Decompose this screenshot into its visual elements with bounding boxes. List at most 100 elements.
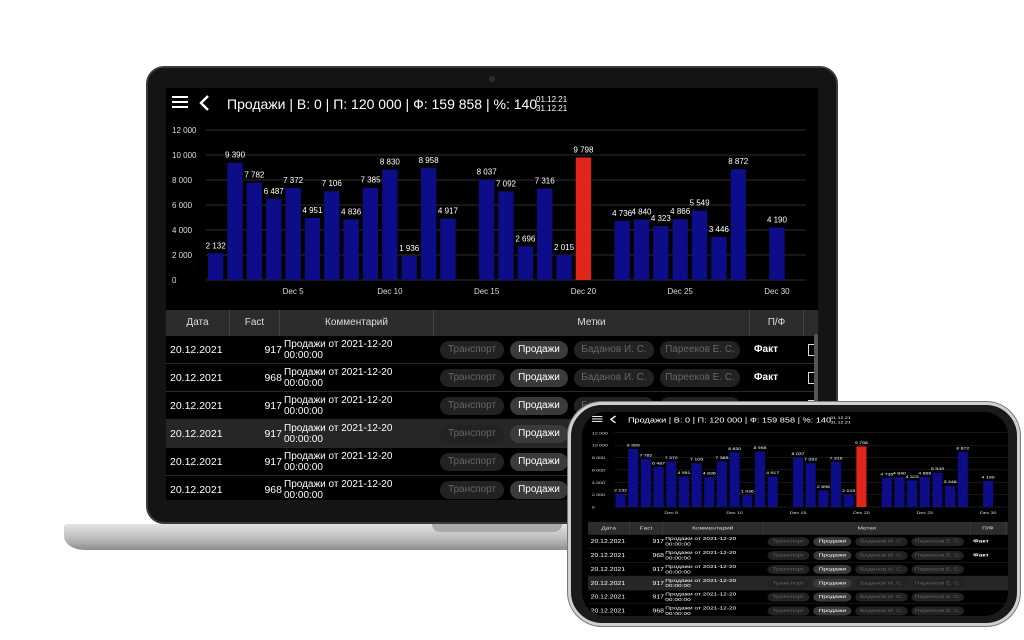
column-header-comment[interactable]: Комментарий bbox=[663, 521, 764, 535]
tag-chip[interactable]: Баданов И. С. bbox=[855, 578, 908, 588]
chart-bar[interactable] bbox=[691, 210, 708, 280]
chart-bar[interactable] bbox=[729, 452, 740, 508]
tag-chip[interactable]: Транспорт bbox=[767, 578, 810, 588]
chart-bar[interactable] bbox=[382, 169, 398, 280]
column-header-tags[interactable]: Метки bbox=[764, 521, 971, 535]
chart-bar[interactable] bbox=[678, 476, 689, 508]
tag-chip[interactable]: Транспорт bbox=[440, 425, 504, 443]
table-row[interactable]: 20.12.2021 917 Продажи от 2021-12-20 00:00… bbox=[588, 576, 1008, 591]
tag-chip[interactable]: Транспорт bbox=[767, 551, 810, 561]
tag-chip[interactable]: Парееков Е. С. bbox=[660, 341, 740, 359]
tag-chip[interactable]: Продажи bbox=[813, 537, 852, 547]
table-row[interactable]: 20.12.2021 917 Продажи от 2021-12-20 00:00… bbox=[588, 562, 1008, 577]
column-header-fact[interactable]: Fact bbox=[230, 310, 280, 336]
column-header-fact[interactable]: Fact bbox=[630, 521, 663, 535]
chart-bar[interactable] bbox=[805, 463, 816, 508]
row-checkbox[interactable] bbox=[808, 372, 818, 384]
table-row[interactable]: 20.12.2021 968 Продажи от 2021-12-20 00:00… bbox=[588, 549, 1008, 563]
chart-bar[interactable] bbox=[818, 490, 829, 508]
chart-bar[interactable] bbox=[633, 219, 650, 281]
chart-bar[interactable] bbox=[227, 162, 243, 280]
chart-bar[interactable] bbox=[983, 481, 994, 508]
chart-bar[interactable] bbox=[498, 191, 514, 280]
back-arrow-icon[interactable] bbox=[198, 94, 210, 112]
tag-chip[interactable]: Продажи bbox=[510, 425, 568, 443]
tag-chip[interactable]: Продажи bbox=[510, 341, 568, 359]
tag-chip[interactable]: Парееков Е. С. bbox=[911, 537, 964, 547]
chart-bar[interactable] bbox=[628, 448, 639, 508]
column-header-date[interactable]: Дата bbox=[588, 521, 630, 535]
chart-bar[interactable] bbox=[575, 157, 592, 280]
chart-bar[interactable] bbox=[843, 494, 854, 508]
chart-bar[interactable] bbox=[754, 451, 766, 508]
tag-chip[interactable]: Транспорт bbox=[767, 537, 810, 547]
chart-bar[interactable] bbox=[640, 458, 651, 508]
column-header-date[interactable]: Дата bbox=[166, 310, 230, 336]
tag-chip[interactable]: Парееков Е. С. bbox=[911, 564, 964, 574]
chart-bar[interactable] bbox=[517, 246, 534, 280]
chart-bar[interactable] bbox=[907, 480, 918, 508]
chart-bar[interactable] bbox=[653, 466, 664, 508]
tag-chip[interactable]: Продажи bbox=[510, 481, 568, 499]
tag-chip[interactable]: Баданов И. С. bbox=[855, 551, 908, 561]
column-header-pf[interactable]: П/Ф bbox=[750, 310, 804, 336]
chart-bar[interactable] bbox=[478, 179, 495, 280]
tag-chip[interactable]: Продажи bbox=[510, 397, 568, 415]
chart-bar[interactable] bbox=[792, 457, 804, 508]
chart-bar[interactable] bbox=[711, 236, 727, 280]
chart-bar[interactable] bbox=[324, 191, 340, 280]
chart-bar[interactable] bbox=[653, 225, 669, 280]
table-row[interactable]: 20.12.2021 917 Продажи от 2021-12-20 00:00… bbox=[588, 535, 1008, 549]
column-header-tags[interactable]: Метки bbox=[434, 310, 750, 336]
row-checkbox[interactable] bbox=[808, 344, 818, 356]
chart-bar[interactable] bbox=[401, 255, 417, 280]
chart-bar[interactable] bbox=[691, 463, 702, 508]
menu-icon[interactable] bbox=[591, 415, 603, 423]
chart-bar[interactable] bbox=[945, 485, 956, 508]
tag-chip[interactable]: Транспорт bbox=[440, 397, 504, 415]
chart-bar[interactable] bbox=[440, 218, 456, 280]
chart-bar[interactable] bbox=[957, 452, 968, 508]
chart-bar[interactable] bbox=[704, 477, 715, 508]
tag-chip[interactable]: Парееков Е. С. bbox=[911, 606, 964, 616]
menu-icon[interactable] bbox=[172, 96, 188, 110]
tag-chip[interactable]: Транспорт bbox=[440, 481, 504, 499]
chart-bar[interactable] bbox=[343, 219, 359, 280]
chart-bar[interactable] bbox=[666, 461, 677, 508]
tag-chip[interactable]: Баданов И. С. bbox=[855, 537, 908, 547]
tag-chip[interactable]: Парееков Е. С. bbox=[911, 578, 964, 588]
tag-chip[interactable]: Продажи bbox=[813, 551, 852, 561]
table-row[interactable]: 20.12.2021 968 Продажи от 2021-12-20 00:00… bbox=[588, 604, 1008, 616]
chart-bar[interactable] bbox=[831, 461, 842, 508]
tag-chip[interactable]: Транспорт bbox=[767, 564, 810, 574]
chart-bar[interactable] bbox=[742, 495, 753, 508]
tag-chip[interactable]: Парееков Е. С. bbox=[911, 592, 964, 602]
chart-bar[interactable] bbox=[208, 253, 224, 280]
chart-bar[interactable] bbox=[537, 188, 553, 280]
chart-bar[interactable] bbox=[881, 477, 892, 508]
chart-bar[interactable] bbox=[856, 446, 867, 508]
tag-chip[interactable]: Продажи bbox=[813, 606, 852, 616]
column-header-comment[interactable]: Комментарий bbox=[280, 310, 434, 336]
chart-bar[interactable] bbox=[362, 187, 379, 280]
tag-chip[interactable]: Продажи bbox=[510, 453, 568, 471]
chart-bar[interactable] bbox=[769, 227, 785, 280]
chart-bar[interactable] bbox=[246, 182, 263, 280]
chart-bar[interactable] bbox=[932, 472, 943, 508]
chart-bar[interactable] bbox=[919, 476, 930, 508]
tag-chip[interactable]: Баданов И. С. bbox=[574, 369, 654, 387]
tag-chip[interactable]: Транспорт bbox=[440, 341, 504, 359]
chart-bar[interactable] bbox=[767, 476, 778, 508]
table-row[interactable]: 20.12.2021 917 Продажи от 2021-12-20 00:00… bbox=[588, 590, 1008, 605]
chart-bar[interactable] bbox=[730, 169, 746, 280]
chart-bar[interactable] bbox=[285, 187, 301, 280]
tag-chip[interactable]: Транспорт bbox=[440, 453, 504, 471]
column-header-pf[interactable]: П/Ф bbox=[971, 521, 1006, 535]
tag-chip[interactable]: Продажи bbox=[813, 592, 852, 602]
tag-chip[interactable]: Транспорт bbox=[767, 592, 810, 602]
table-row[interactable]: 20.12.2021 968 Продажи от 2021-12-20 00:00… bbox=[166, 364, 818, 392]
chart-bar[interactable] bbox=[894, 477, 905, 508]
tag-chip[interactable]: Парееков Е. С. bbox=[660, 369, 740, 387]
tag-chip[interactable]: Баданов И. С. bbox=[855, 592, 908, 602]
chart-bar[interactable] bbox=[266, 198, 282, 280]
